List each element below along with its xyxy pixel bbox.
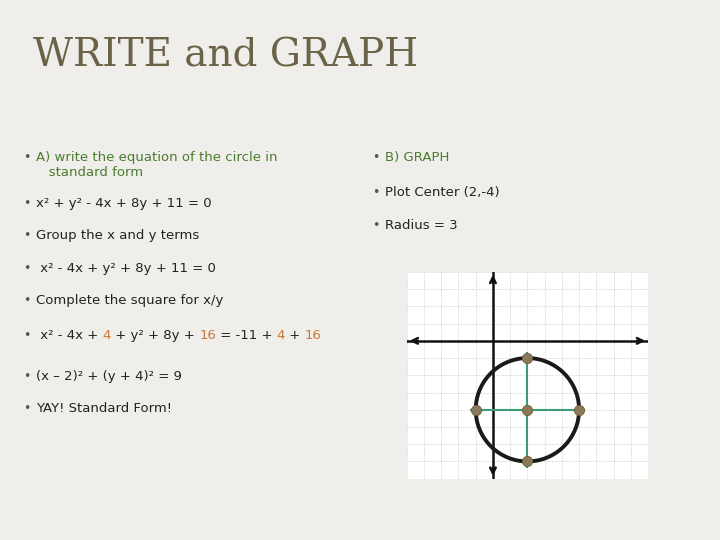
Text: •: • bbox=[23, 262, 30, 275]
Text: x² + y² - 4x + 8y + 11 = 0: x² + y² - 4x + 8y + 11 = 0 bbox=[36, 197, 212, 210]
Text: Group the x and y terms: Group the x and y terms bbox=[36, 230, 199, 242]
Text: +: + bbox=[285, 329, 305, 342]
Text: •: • bbox=[23, 329, 30, 342]
Text: •: • bbox=[372, 219, 379, 232]
Text: A) write the equation of the circle in
   standard form: A) write the equation of the circle in s… bbox=[36, 151, 278, 179]
Text: •: • bbox=[23, 151, 30, 164]
Text: (x – 2)² + (y + 4)² = 9: (x – 2)² + (y + 4)² = 9 bbox=[36, 370, 182, 383]
Text: Radius = 3: Radius = 3 bbox=[385, 219, 458, 232]
Text: •: • bbox=[23, 230, 30, 242]
Text: •: • bbox=[372, 151, 379, 164]
Text: •: • bbox=[372, 186, 379, 199]
Text: •: • bbox=[23, 197, 30, 210]
Text: x² - 4x +: x² - 4x + bbox=[36, 329, 103, 342]
Text: + y² + 8y +: + y² + 8y + bbox=[111, 329, 199, 342]
Point bbox=[470, 406, 482, 414]
Text: •: • bbox=[23, 370, 30, 383]
Text: B) GRAPH: B) GRAPH bbox=[385, 151, 450, 164]
Text: = -11 +: = -11 + bbox=[216, 329, 276, 342]
Text: 16: 16 bbox=[199, 329, 216, 342]
Text: YAY! Standard Form!: YAY! Standard Form! bbox=[36, 402, 172, 415]
Text: 4: 4 bbox=[103, 329, 111, 342]
Text: •: • bbox=[23, 294, 30, 307]
Text: •: • bbox=[23, 402, 30, 415]
Text: WRITE and GRAPH: WRITE and GRAPH bbox=[33, 38, 418, 75]
Text: Plot Center (2,-4): Plot Center (2,-4) bbox=[385, 186, 500, 199]
Point bbox=[521, 406, 533, 414]
Point bbox=[573, 406, 585, 414]
Text: Complete the square for x/y: Complete the square for x/y bbox=[36, 294, 224, 307]
Text: 16: 16 bbox=[305, 329, 322, 342]
Text: 4: 4 bbox=[276, 329, 285, 342]
Point bbox=[521, 354, 533, 362]
Text: x² - 4x + y² + 8y + 11 = 0: x² - 4x + y² + 8y + 11 = 0 bbox=[36, 262, 216, 275]
Point bbox=[521, 457, 533, 466]
